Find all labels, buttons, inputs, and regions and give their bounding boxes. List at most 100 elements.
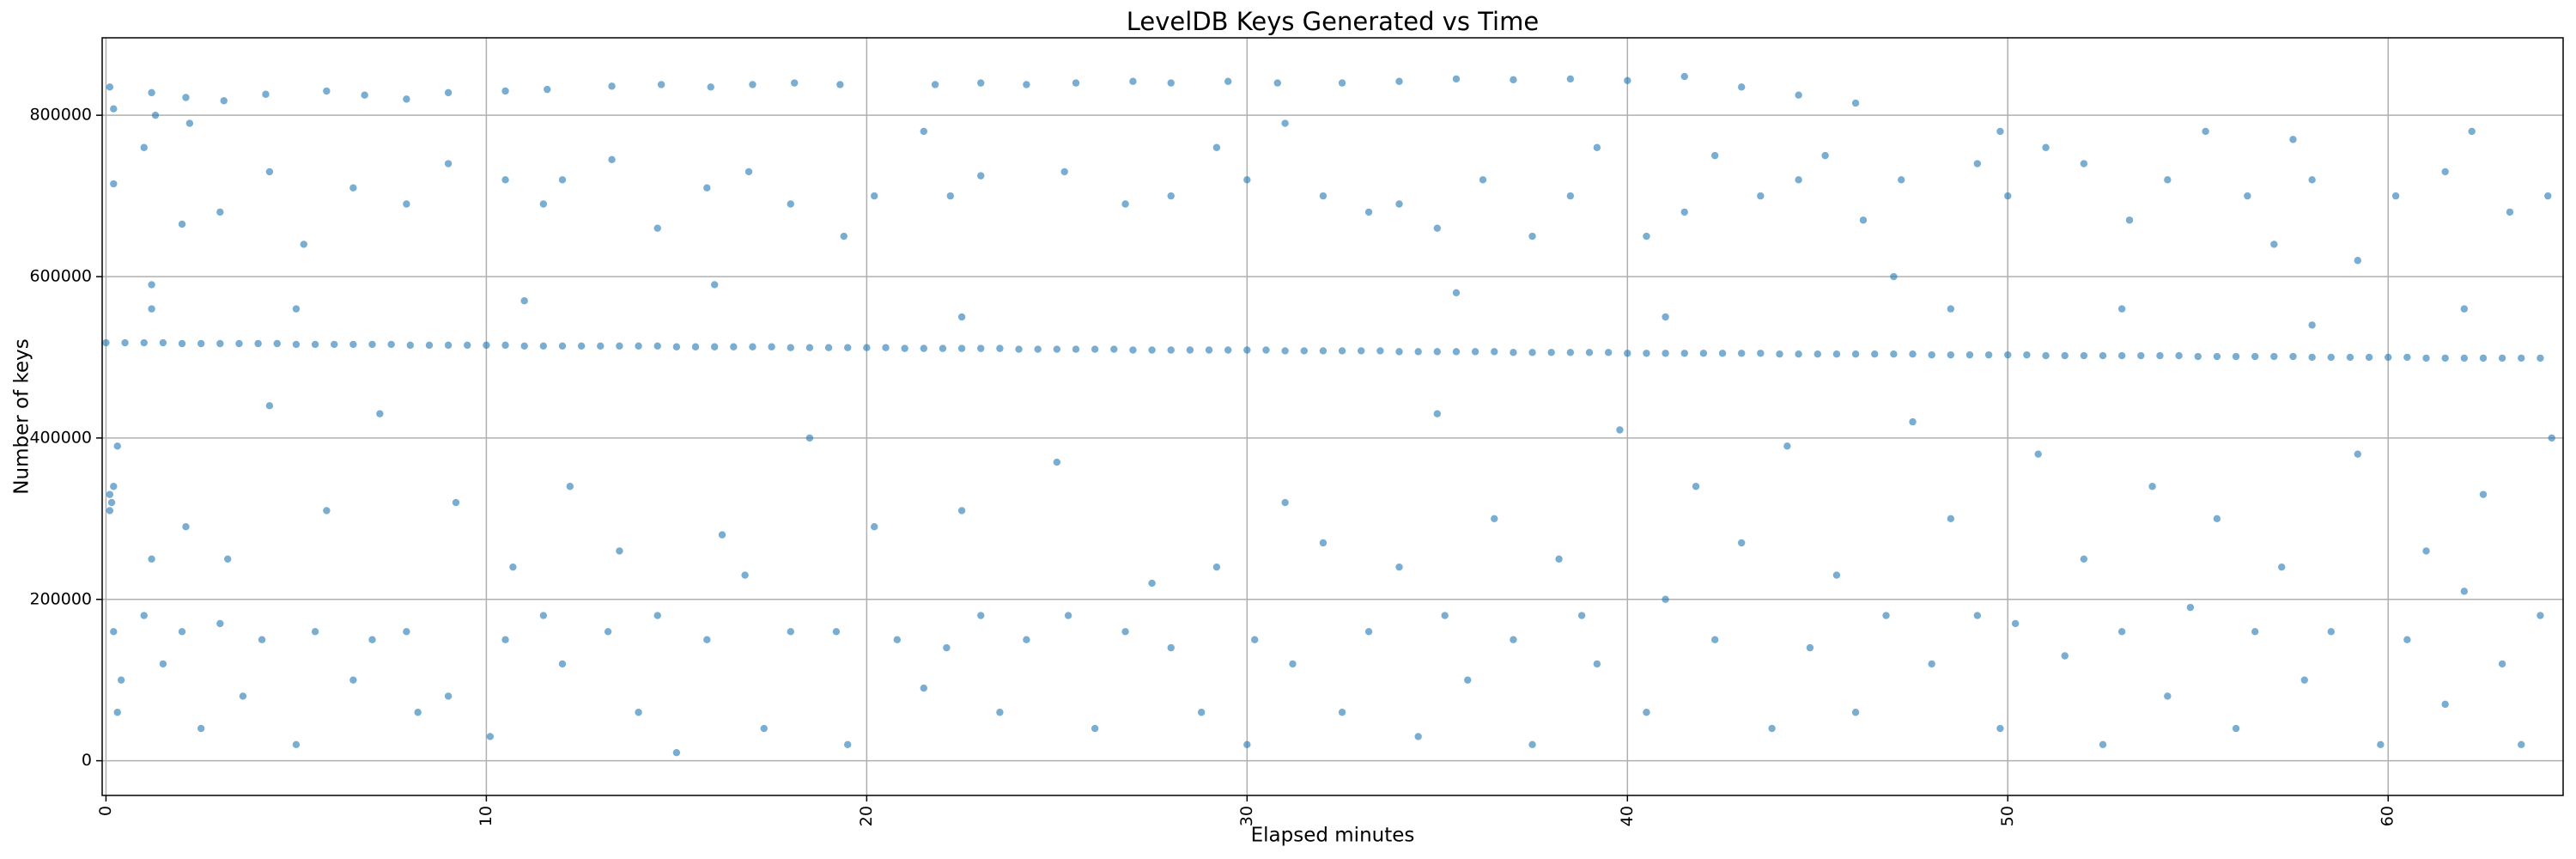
point bbox=[1593, 660, 1601, 668]
point bbox=[140, 612, 148, 619]
point bbox=[1814, 350, 1821, 358]
point bbox=[107, 498, 116, 507]
point bbox=[1376, 347, 1384, 355]
point bbox=[1757, 350, 1765, 357]
point bbox=[368, 636, 376, 643]
point bbox=[1167, 192, 1175, 200]
point bbox=[376, 410, 384, 417]
point bbox=[1643, 232, 1650, 241]
point bbox=[577, 342, 586, 350]
point bbox=[2278, 563, 2286, 571]
point bbox=[1851, 350, 1860, 358]
point bbox=[102, 338, 110, 347]
point bbox=[2251, 352, 2259, 361]
point bbox=[223, 555, 232, 563]
x-tick-label: 30 bbox=[1237, 806, 1256, 826]
point bbox=[1624, 350, 1631, 357]
point bbox=[1947, 305, 1955, 313]
point bbox=[1491, 348, 1498, 356]
point bbox=[1737, 350, 1746, 357]
y-tick-label: 600000 bbox=[29, 267, 92, 286]
point bbox=[2548, 434, 2555, 442]
point bbox=[140, 338, 148, 347]
point bbox=[323, 87, 331, 95]
point bbox=[882, 344, 890, 351]
point bbox=[608, 155, 616, 164]
point bbox=[2270, 241, 2278, 248]
point bbox=[113, 709, 121, 716]
point bbox=[2117, 628, 2126, 636]
point bbox=[2164, 692, 2172, 700]
point bbox=[2213, 515, 2221, 523]
point bbox=[1890, 350, 1898, 358]
point bbox=[106, 490, 114, 498]
point bbox=[1566, 349, 1575, 356]
point bbox=[1795, 176, 1802, 184]
point bbox=[2213, 352, 2221, 361]
point bbox=[977, 344, 985, 352]
point bbox=[1859, 216, 1868, 224]
point bbox=[2061, 351, 2069, 360]
y-tick-label: 800000 bbox=[29, 106, 92, 125]
point bbox=[1243, 740, 1251, 749]
point bbox=[1909, 350, 1917, 358]
point bbox=[292, 740, 301, 749]
point bbox=[871, 192, 878, 200]
point bbox=[2300, 676, 2308, 684]
point bbox=[1528, 232, 1536, 241]
point bbox=[1262, 346, 1270, 354]
point bbox=[957, 313, 966, 321]
point bbox=[2460, 588, 2469, 595]
point bbox=[1662, 350, 1669, 357]
point bbox=[1250, 636, 1259, 643]
point bbox=[464, 341, 471, 350]
point bbox=[1023, 636, 1030, 643]
point bbox=[2042, 143, 2050, 151]
point bbox=[1452, 75, 1461, 83]
point bbox=[1510, 349, 1517, 356]
point bbox=[1832, 350, 1841, 358]
point bbox=[844, 344, 852, 351]
point bbox=[148, 88, 155, 97]
point bbox=[957, 344, 966, 352]
point bbox=[2186, 603, 2195, 612]
point bbox=[403, 628, 410, 636]
point bbox=[1395, 200, 1403, 208]
point bbox=[805, 344, 814, 351]
point bbox=[1680, 72, 1688, 81]
point bbox=[920, 127, 928, 136]
point bbox=[2156, 351, 2164, 360]
point bbox=[787, 344, 794, 351]
point bbox=[1129, 77, 1137, 85]
point bbox=[1433, 348, 1442, 356]
point bbox=[2460, 305, 2469, 313]
point bbox=[520, 342, 528, 350]
point bbox=[1577, 612, 1586, 619]
point bbox=[1585, 349, 1594, 356]
point bbox=[2479, 354, 2488, 362]
point bbox=[2327, 353, 2335, 362]
y-tick-label: 0 bbox=[82, 751, 92, 770]
point bbox=[1710, 636, 1719, 643]
point bbox=[486, 733, 495, 740]
point bbox=[2518, 354, 2525, 362]
point bbox=[216, 339, 224, 348]
point bbox=[1167, 643, 1175, 652]
point bbox=[178, 628, 186, 636]
point bbox=[2164, 176, 2172, 184]
plot-frame bbox=[101, 37, 2564, 796]
point bbox=[977, 172, 985, 180]
point bbox=[2004, 350, 2012, 359]
point bbox=[2232, 352, 2240, 361]
point bbox=[273, 339, 281, 348]
point bbox=[1358, 347, 1365, 355]
point bbox=[425, 341, 434, 350]
point bbox=[760, 724, 768, 733]
point bbox=[1996, 724, 2004, 733]
point bbox=[1479, 176, 1487, 184]
point bbox=[824, 344, 833, 351]
point bbox=[1692, 483, 1700, 490]
point bbox=[140, 143, 148, 151]
point bbox=[2544, 192, 2552, 200]
